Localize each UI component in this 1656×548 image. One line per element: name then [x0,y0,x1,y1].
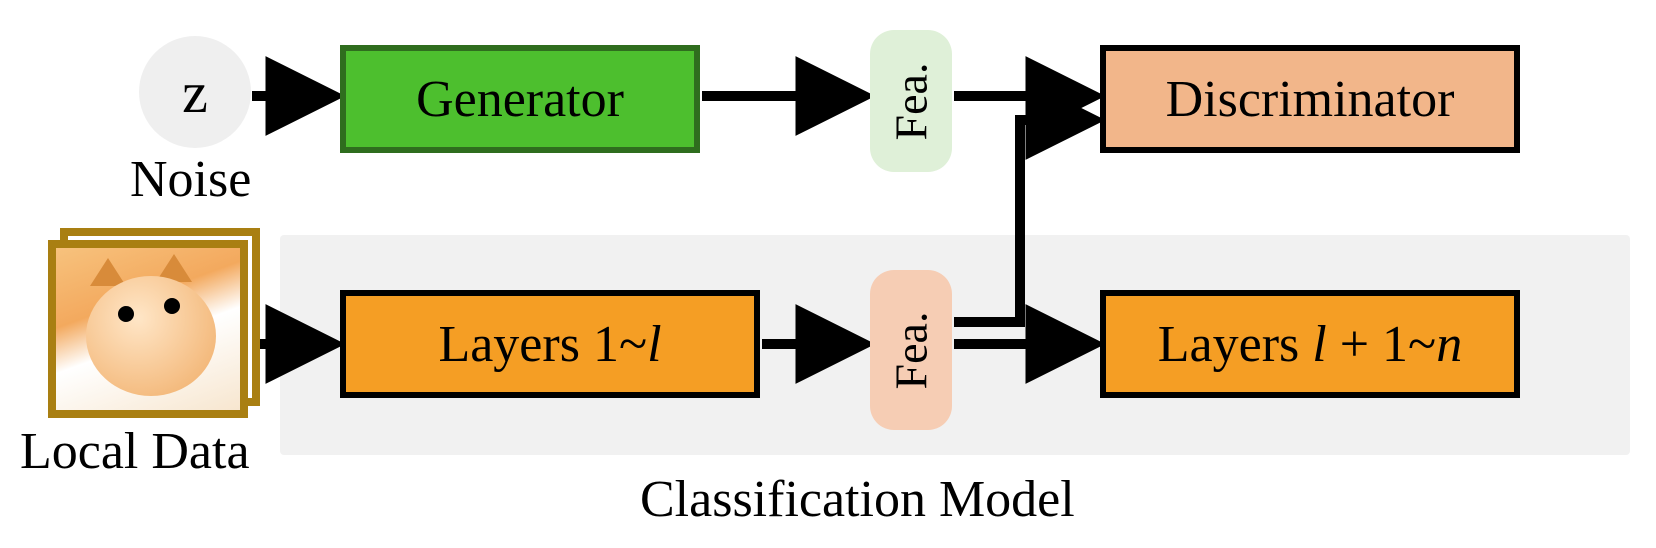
classification-model-label: Classification Model [640,470,1075,529]
local-data-label: Local Data [20,422,250,481]
cat-eye-icon [164,298,180,314]
diagram-stage: z Noise Generator Fea. Discriminator Loc… [0,0,1656,548]
discriminator-block: Discriminator [1100,45,1520,153]
layers-l1-n-label: Layers l + 1~n [1158,315,1462,374]
layers-1-l-label: Layers 1~l [438,315,661,374]
feature-pill-top: Fea. [870,30,952,172]
generator-label: Generator [416,70,624,129]
feature-pill-bottom-label: Fea. [884,311,937,389]
noise-label: Noise [130,150,251,209]
layers-1-l-block: Layers 1~l [340,290,760,398]
local-data-frame-front [48,240,248,418]
noise-z-text: z [182,59,208,126]
cat-eye-icon [118,306,134,322]
generator-block: Generator [340,45,700,153]
feature-pill-bottom: Fea. [870,270,952,430]
layers-l1-n-block: Layers l + 1~n [1100,290,1520,398]
cat-face-icon [86,276,216,396]
discriminator-label: Discriminator [1166,70,1455,129]
feature-pill-top-label: Fea. [884,62,937,140]
noise-z-node: z [139,36,251,148]
